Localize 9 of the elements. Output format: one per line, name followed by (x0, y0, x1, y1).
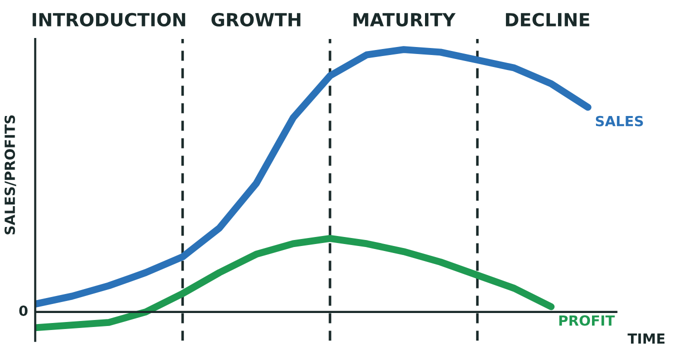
x-axis-title: TIME (628, 333, 664, 344)
y-axis-title: SALES/PROFITS (4, 115, 16, 234)
text: DECLINE (506, 12, 590, 26)
text: INTRODUCTION (32, 12, 186, 26)
series-label: SALES (596, 116, 643, 126)
text: 0 (19, 305, 28, 316)
text: MATURITY (354, 13, 456, 26)
series-label: PROFIT (559, 315, 615, 326)
text: GROWTH (211, 12, 300, 26)
